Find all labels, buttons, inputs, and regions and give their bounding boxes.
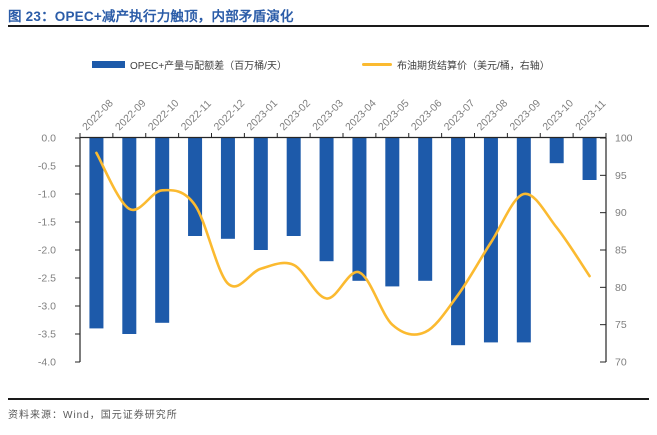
title-divider (8, 25, 649, 27)
bar-2022-09 (122, 138, 137, 334)
source-divider (8, 398, 649, 400)
legend-item-brent-price: 布油期货结算价（美元/桶，右轴） (362, 57, 550, 72)
left-axis-label: -3.0 (38, 301, 56, 313)
brent-price-line (95, 151, 591, 336)
x-label-2023-06: 2023-06 (409, 97, 445, 133)
bar-2023-07 (451, 138, 466, 346)
x-label-2023-04: 2023-04 (343, 97, 379, 133)
x-label-2023-07: 2023-07 (442, 97, 478, 133)
left-axis-label: -1.0 (38, 189, 56, 201)
bar-2023-03 (319, 138, 334, 262)
left-axis-label: -2.0 (38, 245, 56, 257)
legend-item-production-gap: OPEC+产量与配额差（百万桶/天） (92, 57, 287, 72)
left-axis-label: -0.5 (38, 161, 56, 173)
x-label-2023-11: 2023-11 (573, 98, 608, 133)
bar-2022-08 (89, 138, 104, 329)
bar-2023-06 (418, 138, 433, 281)
legend-label-brent-price: 布油期货结算价（美元/桶，右轴） (397, 61, 550, 72)
left-axis-label: -1.5 (38, 217, 56, 229)
x-label-2022-12: 2022-12 (212, 97, 248, 133)
right-axis-label: 70 (615, 357, 627, 369)
right-axis-label: 85 (615, 245, 627, 257)
x-label-2022-08: 2022-08 (80, 97, 116, 133)
x-label-2023-09: 2023-09 (507, 97, 543, 133)
bar-2023-04 (352, 138, 367, 281)
bar-2023-01 (253, 138, 268, 250)
x-label-2023-02: 2023-02 (277, 97, 313, 133)
right-axis-label: 80 (615, 282, 627, 294)
right-axis-label: 95 (615, 170, 627, 182)
bar-2023-02 (286, 138, 301, 236)
bar-2023-09 (516, 138, 531, 343)
bar-series-swatch (92, 61, 125, 68)
x-label-2022-09: 2022-09 (113, 97, 149, 133)
bar-2022-12 (220, 138, 235, 239)
bar-2022-11 (188, 138, 203, 236)
x-label-2022-11: 2022-11 (179, 98, 214, 133)
x-label-2023-10: 2023-10 (540, 97, 576, 133)
chart-svg: 0.0 -0.5 -1.0 -1.5 -2.0 -2.5 -3.0 -3.5 -4.0 100 95… (38, 97, 633, 369)
figure-title: 图 23：OPEC+减产执行力触顶，内部矛盾演化 (8, 9, 294, 24)
x-label-2022-10: 2022-10 (146, 97, 182, 133)
x-label-2023-05: 2023-05 (376, 97, 412, 133)
x-label-2023-08: 2023-08 (475, 97, 511, 133)
bar-2022-10 (155, 138, 170, 323)
left-axis-label: -2.5 (38, 273, 56, 285)
bar-2023-05 (385, 138, 400, 287)
left-axis-label: -4.0 (38, 357, 56, 369)
left-axis-label: 0.0 (41, 133, 56, 145)
bar-2023-10 (549, 138, 564, 164)
left-axis-label: -3.5 (38, 329, 56, 341)
x-label-2023-03: 2023-03 (310, 97, 346, 133)
legend-label-production-gap: OPEC+产量与配额差（百万桶/天） (130, 61, 287, 72)
x-label-2023-01: 2023-01 (244, 97, 280, 133)
source-note: 资料来源：Wind，国元证券研究所 (8, 410, 178, 421)
right-axis-label: 100 (615, 133, 633, 145)
bar-2023-11 (582, 138, 597, 180)
right-axis-label: 75 (615, 319, 627, 331)
right-axis-label: 90 (615, 207, 627, 219)
line-series-swatch (362, 63, 392, 66)
